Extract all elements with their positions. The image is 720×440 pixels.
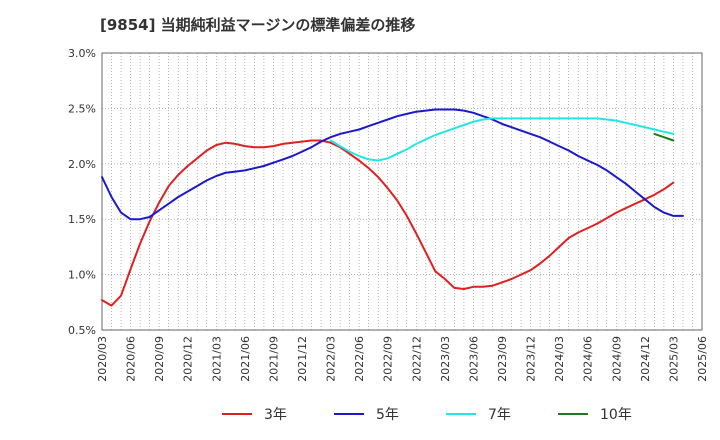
y-tick-label: 1.5%	[68, 213, 96, 226]
y-tick-label: 3.0%	[68, 47, 96, 60]
legend-item: 3年	[222, 407, 287, 423]
x-tick-label: 2024/09	[610, 336, 623, 382]
x-tick-label: 2023/06	[467, 336, 480, 382]
legend-label: 10年	[600, 407, 632, 423]
x-tick-label: 2023/03	[439, 336, 452, 382]
x-tick-label: 2024/12	[639, 336, 652, 382]
legend-item: 7年	[446, 407, 511, 423]
series-line-2	[101, 108, 684, 221]
x-tick-label: 2020/09	[153, 336, 166, 382]
x-tick-label: 2021/09	[267, 336, 280, 382]
x-tick-label: 2020/03	[96, 336, 109, 382]
x-tick-label: 2021/03	[210, 336, 223, 382]
grid-layer	[101, 52, 703, 331]
y-tick-label: 2.5%	[68, 102, 96, 115]
series-line-4	[653, 132, 675, 142]
x-tick-label: 2023/09	[496, 336, 509, 382]
legend-item: 5年	[334, 407, 399, 423]
x-tick-label: 2022/09	[382, 336, 395, 382]
y-tick-label: 1.0%	[68, 269, 96, 282]
x-tick-label: 2021/12	[296, 336, 309, 382]
legend-label: 5年	[376, 407, 399, 423]
y-tick-label: 0.5%	[68, 324, 96, 337]
x-tick-label: 2021/06	[239, 336, 252, 382]
chart-title: [9854] 当期純利益マージンの標準偏差の推移	[100, 16, 416, 34]
x-tick-label: 2020/12	[182, 336, 195, 382]
x-tick-label: 2022/03	[325, 336, 338, 382]
x-tick-label: 2023/12	[525, 336, 538, 382]
x-tick-label: 2024/06	[582, 336, 595, 382]
legend-label: 7年	[488, 407, 511, 423]
x-tick-label: 2020/06	[125, 336, 138, 382]
y-tick-label: 2.0%	[68, 158, 96, 171]
x-tick-label: 2022/06	[353, 336, 366, 382]
series-line-1	[101, 139, 675, 307]
legend-label: 3年	[264, 407, 287, 423]
x-tick-label: 2024/03	[553, 336, 566, 382]
x-tick-label: 2025/03	[667, 336, 680, 382]
axis-layer: 0.5% 1.0% 1.5% 2.0% 2.5% 3.0% 2020/03 2020/06 20…	[68, 47, 709, 382]
x-tick-label: 2025/06	[696, 336, 709, 382]
x-tick-label: 2022/12	[410, 336, 423, 382]
plot-border	[101, 52, 703, 331]
series-layer	[101, 108, 684, 307]
legend-item: 10年	[558, 407, 632, 423]
series-line-3	[329, 117, 675, 162]
plot-area	[102, 53, 702, 330]
legend-layer: 3年 5年 7年 10年	[222, 407, 632, 423]
